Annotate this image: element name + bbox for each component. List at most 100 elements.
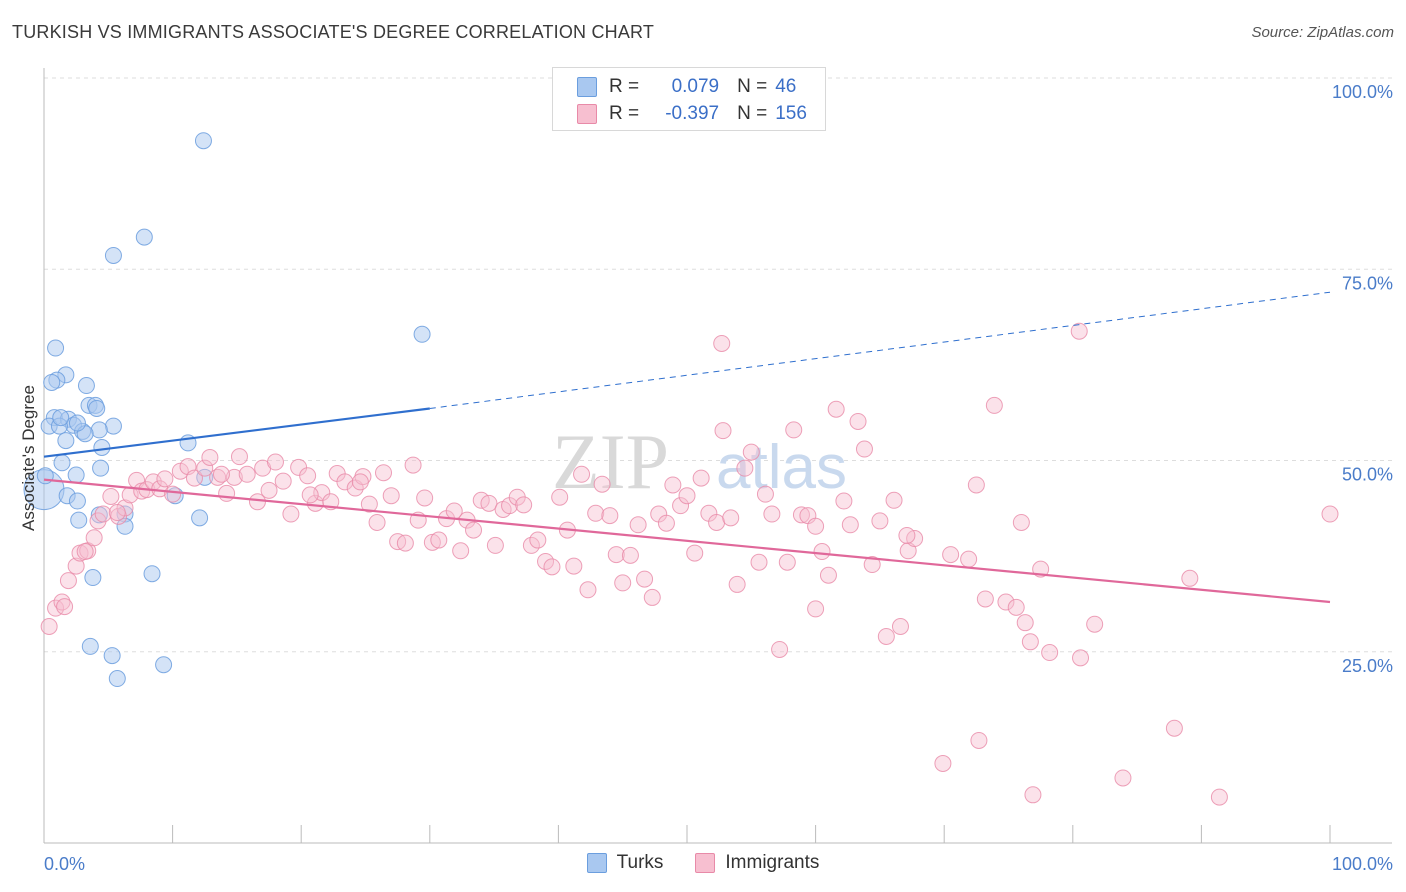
turks-point [68, 414, 86, 432]
series-legend: Turks Immigrants [0, 852, 1406, 874]
immigrants-point [164, 485, 182, 503]
immigrants-point [593, 475, 611, 493]
turks-point [84, 569, 102, 587]
x-tick-label-max: 100.0% [1332, 854, 1393, 874]
immigrants-point [985, 396, 1003, 414]
immigrants-point [230, 448, 248, 466]
immigrants-point [967, 476, 985, 494]
immigrants-point [657, 514, 675, 532]
immigrants-point [708, 513, 726, 531]
watermark-zip: ZIP [552, 418, 669, 505]
immigrants-point [529, 531, 547, 549]
turks-point [194, 132, 212, 150]
turks-point [57, 432, 75, 450]
turks-point [90, 421, 108, 439]
immigrants-point [94, 505, 112, 523]
immigrants-point [763, 505, 781, 523]
immigrants-point [607, 546, 625, 564]
immigrants-trend-line [43, 478, 1331, 604]
immigrants-point [360, 495, 378, 513]
immigrants-points [40, 322, 1339, 806]
immigrants-point [877, 627, 895, 645]
turks-point [93, 438, 111, 456]
watermark-atlas: atlas [716, 433, 847, 502]
legend-n-label: N = [737, 103, 768, 124]
immigrants-point [841, 516, 859, 534]
immigrants-point [573, 465, 591, 483]
turks-point [53, 454, 71, 472]
immigrants-point [260, 481, 278, 499]
immigrants-point [678, 487, 696, 505]
immigrants-point [728, 575, 746, 593]
immigrants-point [778, 553, 796, 571]
y-axis-title: Associate's Degree [19, 385, 38, 531]
immigrants-point [59, 572, 77, 590]
legend-label-immigrants: Immigrants [725, 852, 820, 873]
immigrants-point [736, 459, 754, 477]
axes [43, 68, 1392, 844]
turks-point [108, 670, 126, 688]
legend-r-label: R = [609, 76, 640, 97]
y-tick-label: 100.0% [1332, 82, 1393, 102]
immigrants-point [185, 469, 203, 487]
immigrants-point [396, 534, 414, 552]
x-tick-label-min: 0.0% [44, 854, 85, 874]
immigrants-point [629, 516, 647, 534]
immigrants-point [336, 473, 354, 491]
turks-point [70, 511, 88, 529]
immigrants-point [465, 521, 483, 539]
gridlines [44, 77, 1392, 653]
immigrants-point [664, 476, 682, 494]
turks-point [104, 417, 122, 435]
immigrants-point [404, 456, 422, 474]
immigrants-point [997, 593, 1015, 611]
turks-trend-line [43, 407, 430, 458]
immigrants-point [601, 507, 619, 525]
immigrants-point [1021, 633, 1039, 651]
immigrants-point [76, 543, 94, 561]
legend-row-turks: R = 0.079 N = 46 [577, 75, 796, 99]
immigrants-point [714, 422, 732, 440]
legend-n-value: 156 [775, 103, 807, 124]
y-tick-label: 50.0% [1342, 465, 1393, 485]
immigrants-point [871, 512, 889, 530]
immigrants-point [67, 557, 85, 575]
legend-swatch-immigrants [695, 853, 716, 873]
immigrants-point [672, 497, 690, 515]
immigrants-point [382, 487, 400, 505]
immigrants-point [792, 506, 810, 524]
legend-r-value: -0.397 [665, 103, 720, 124]
immigrants-point [452, 542, 470, 560]
legend-item-turks[interactable]: Turks [586, 852, 663, 874]
legend-item-immigrants[interactable]: Immigrants [695, 852, 819, 874]
legend-r-value: 0.079 [671, 76, 720, 97]
immigrants-point [196, 459, 214, 477]
immigrants-point [692, 469, 710, 487]
immigrants-point [56, 598, 74, 616]
turks-point [81, 637, 99, 655]
immigrants-point [375, 464, 393, 482]
chart-title: TURKISH VS IMMIGRANTS ASSOCIATE'S DEGREE… [12, 22, 655, 42]
immigrants-point [785, 421, 803, 439]
turks-point [135, 228, 153, 246]
immigrants-point [225, 468, 243, 486]
legend-n-value: 46 [775, 76, 797, 97]
immigrants-point [722, 509, 740, 527]
immigrants-point [1016, 614, 1034, 632]
stats-legend: R = 0.079 N = 46 R = -0.397 N = 156 [552, 67, 826, 131]
immigrants-point [621, 546, 639, 564]
immigrants-point [480, 494, 498, 512]
legend-r-label: R = [609, 103, 640, 124]
immigrants-point [416, 489, 434, 507]
immigrants-point [1210, 788, 1228, 806]
immigrants-point [218, 484, 236, 502]
immigrants-point [614, 574, 632, 592]
turks-point [43, 373, 61, 391]
immigrants-point [750, 553, 768, 571]
immigrants-point [156, 470, 174, 488]
immigrants-point [813, 543, 831, 561]
immigrants-point [238, 465, 256, 483]
immigrants-point [713, 334, 731, 352]
immigrants-point [274, 472, 292, 490]
immigrants-point [934, 754, 952, 772]
